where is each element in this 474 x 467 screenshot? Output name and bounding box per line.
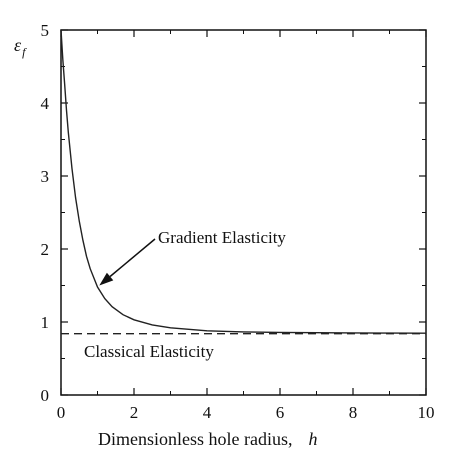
x-tick-label: 4 — [203, 403, 212, 422]
annotation-gradient-elasticity: Gradient Elasticity — [158, 228, 286, 247]
x-axis-label: Dimensionless hole radius, — [98, 429, 292, 449]
y-tick-label: 1 — [41, 313, 50, 332]
y-tick-label: 4 — [41, 94, 50, 113]
y-axis-symbol: ε — [14, 35, 22, 55]
plot-frame — [60, 29, 427, 396]
y-tick-label: 2 — [41, 240, 50, 259]
x-tick-label: 10 — [418, 403, 435, 422]
y-tick-label: 5 — [41, 21, 50, 40]
x-tick-label: 0 — [57, 403, 66, 422]
annotation-classical-elasticity: Classical Elasticity — [84, 342, 214, 361]
series-line-gradient-elasticity — [60, 29, 427, 334]
y-axis-title: εf — [14, 35, 27, 59]
x-tick-label: 6 — [276, 403, 285, 422]
series-layer — [60, 29, 427, 335]
annotation-arrow-head — [99, 272, 114, 286]
x-tick-label: 2 — [130, 403, 139, 422]
y-tick-label: 3 — [41, 167, 50, 186]
y-tick-label: 0 — [41, 386, 50, 405]
x-axis-title: Dimensionless hole radius, h — [98, 429, 317, 449]
y-axis-subscript: f — [22, 45, 27, 59]
annotation-arrow-line — [109, 238, 156, 278]
x-tick-label: 8 — [349, 403, 358, 422]
ticks-layer: 0 2 4 6 8 10 0 1 2 3 4 5 — [41, 21, 435, 422]
x-axis-symbol: h — [308, 429, 317, 449]
